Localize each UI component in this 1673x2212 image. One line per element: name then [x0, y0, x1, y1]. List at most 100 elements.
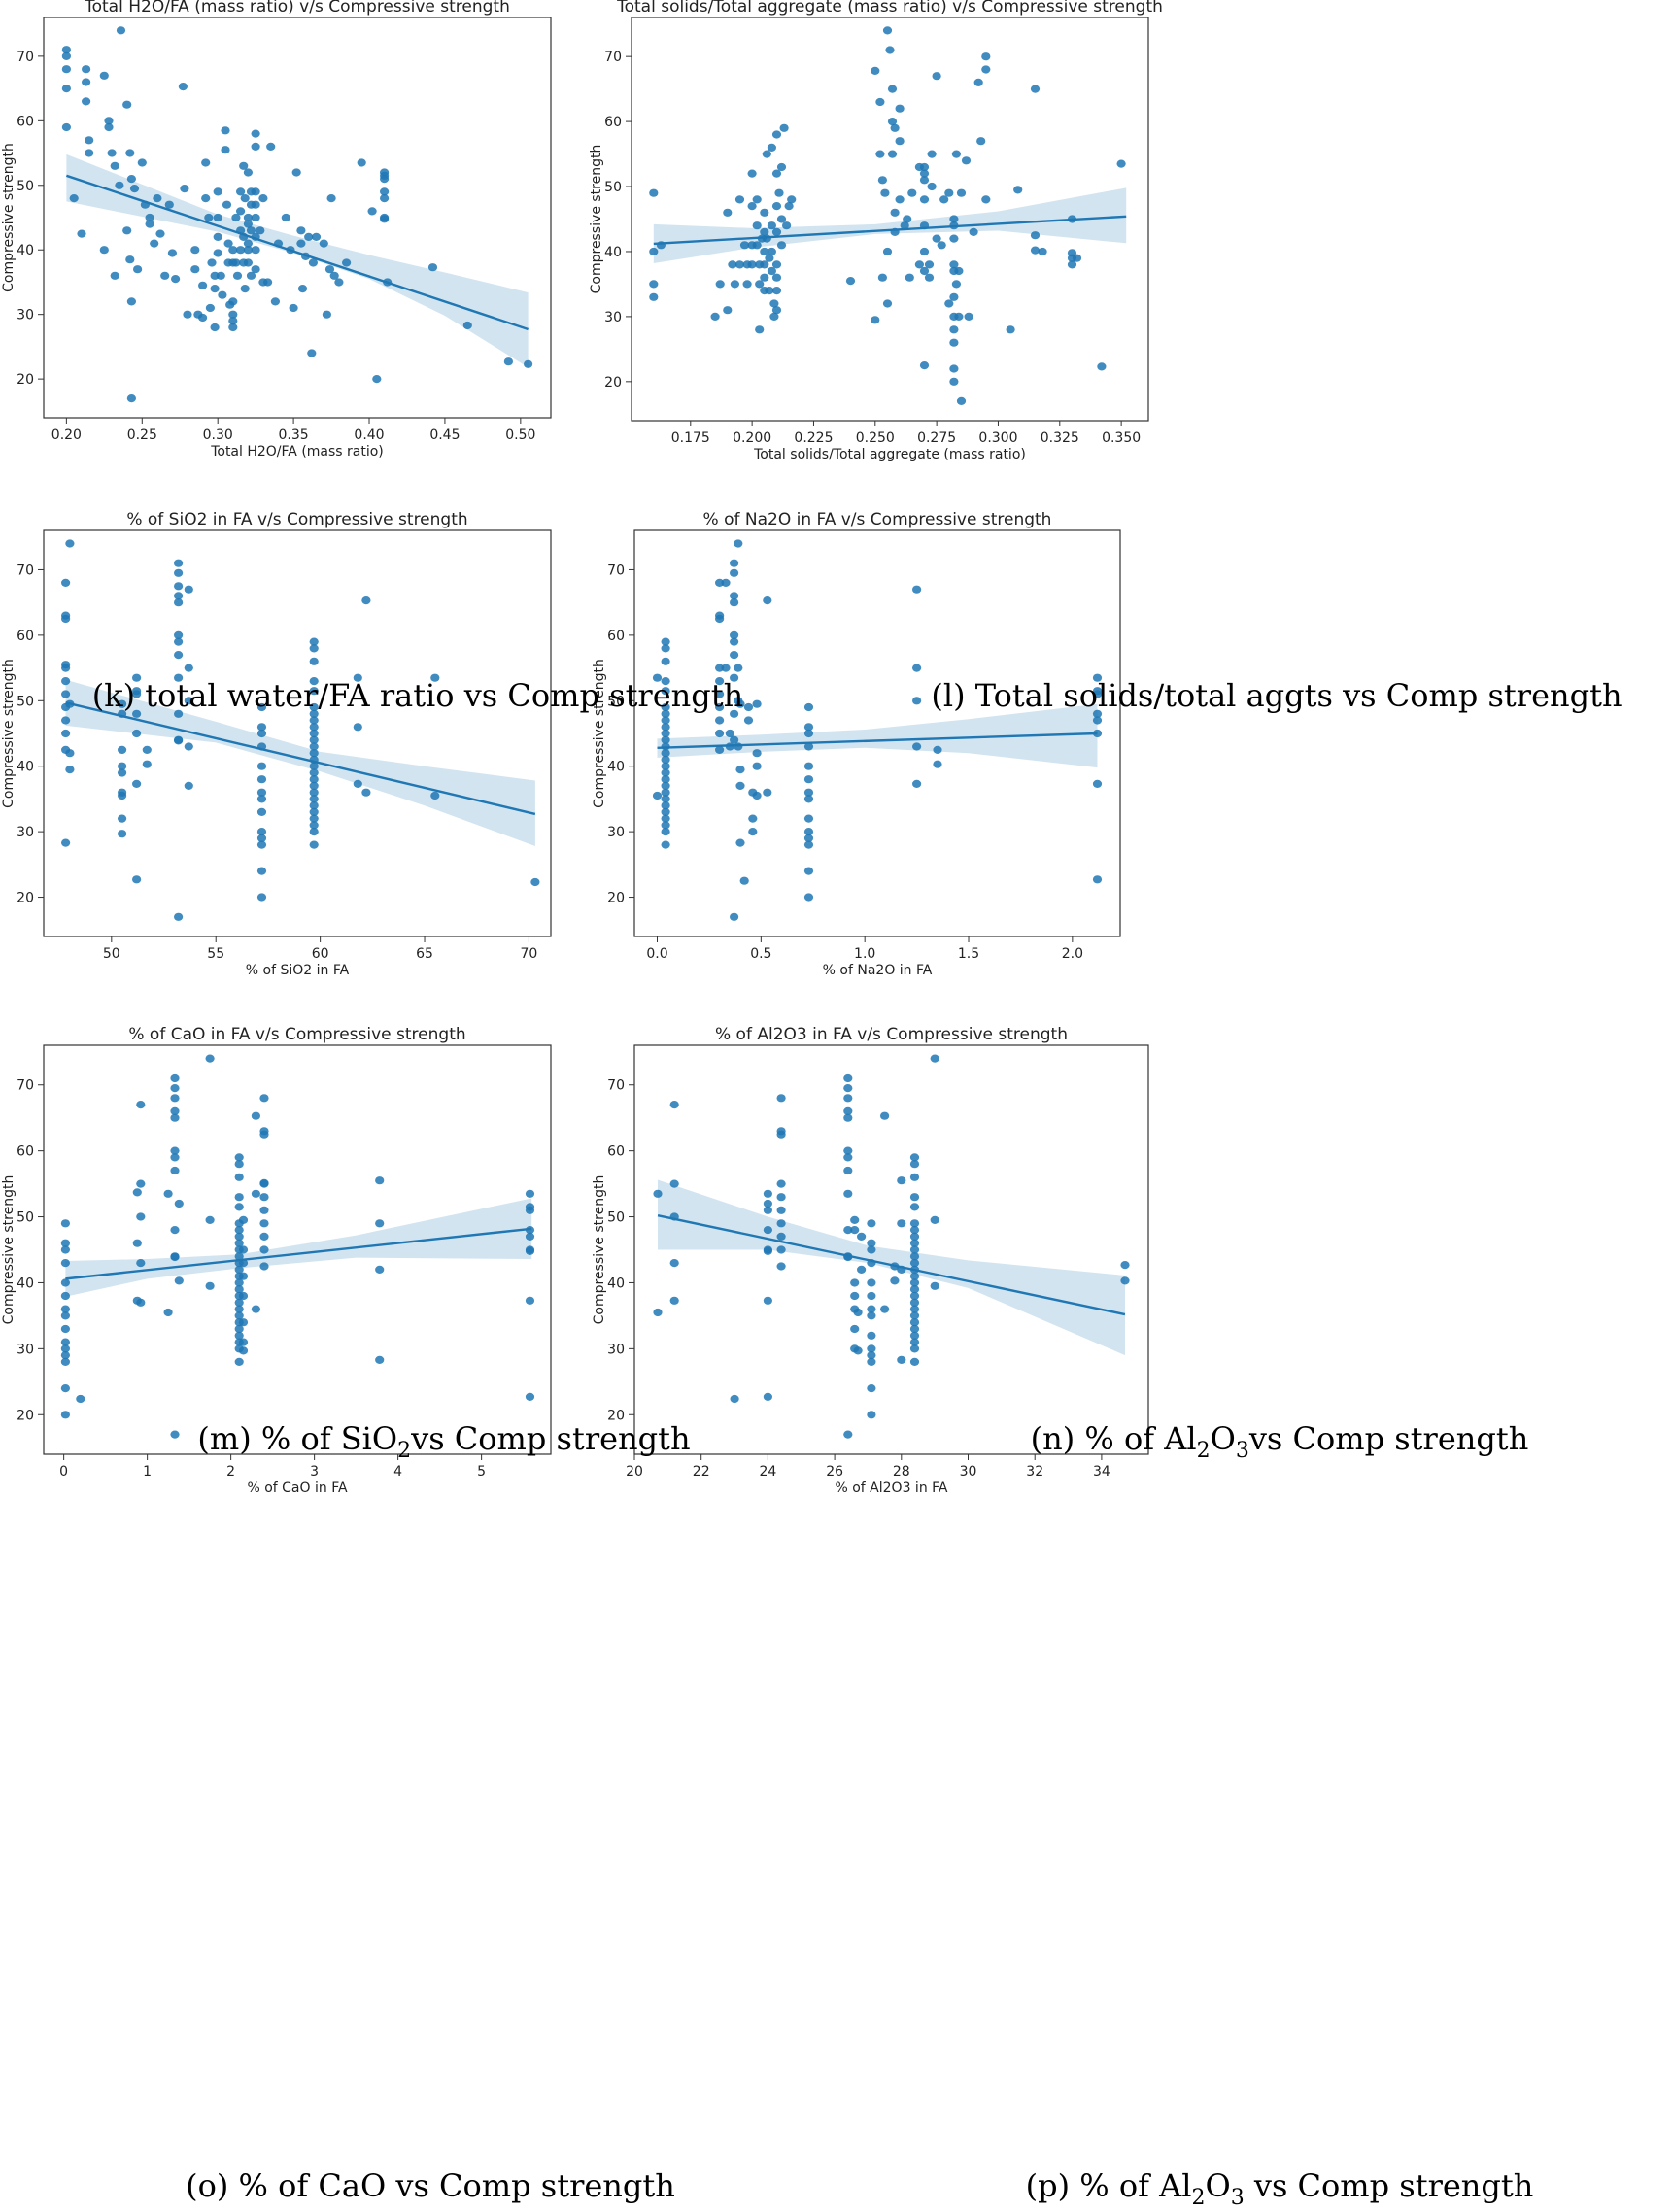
data-point-p: [850, 1215, 860, 1224]
data-point-p: [850, 1226, 860, 1235]
data-point-m: [309, 749, 319, 758]
data-point-p: [776, 1179, 786, 1188]
caption-o: (o) % of CaO vs Comp strength: [186, 2167, 675, 2204]
data-point-p: [843, 1073, 853, 1083]
data-point-p: [850, 1291, 860, 1301]
data-point-n: [739, 876, 749, 885]
x-tick-label-k: 0.35: [279, 427, 309, 443]
plot-frame-k: [43, 17, 552, 419]
caption-p: (p) % of Al2O3 vs Comp strength: [1026, 2167, 1534, 2210]
data-point-m: [353, 673, 362, 682]
data-point-n: [730, 735, 739, 744]
data-point-o: [136, 1298, 146, 1307]
data-point-l: [782, 221, 792, 230]
data-point-k: [236, 207, 246, 216]
data-point-o: [251, 1305, 260, 1313]
data-point-n: [661, 840, 670, 849]
data-point-k: [126, 297, 136, 306]
x-tick-label-l: 0.250: [856, 430, 895, 446]
data-point-p: [763, 1392, 773, 1401]
data-point-p: [776, 1094, 786, 1103]
data-point-o: [170, 1106, 180, 1115]
data-point-p: [853, 1308, 863, 1317]
data-point-n: [652, 673, 663, 682]
data-point-p: [909, 1160, 920, 1169]
data-point-l: [765, 287, 774, 295]
data-point-k: [334, 278, 344, 287]
data-point-m: [309, 828, 319, 836]
data-point-n: [912, 697, 922, 705]
data-point-l: [771, 287, 782, 295]
data-point-p: [669, 1296, 679, 1305]
data-point-o: [525, 1206, 535, 1214]
data-point-l: [973, 78, 983, 86]
data-point-m: [61, 664, 71, 672]
data-point-m: [118, 791, 127, 800]
data-point-k: [380, 175, 390, 184]
data-point-n: [730, 912, 739, 921]
data-point-l: [765, 254, 774, 262]
x-tick-label-p: 34: [1093, 1464, 1110, 1480]
y-tick-label-m: 70: [17, 562, 34, 578]
caption-k: (k) total water/FA ratio vs Comp strengt…: [92, 677, 743, 714]
data-point-k: [145, 220, 154, 228]
data-point-n: [735, 699, 745, 708]
data-point-l: [734, 260, 745, 269]
data-point-m: [184, 585, 193, 594]
data-point-o: [136, 1179, 146, 1188]
data-point-m: [309, 709, 319, 718]
data-point-k: [222, 200, 232, 209]
data-point-n: [734, 742, 743, 751]
data-point-o: [60, 1239, 70, 1247]
data-point-l: [767, 266, 777, 276]
data-point-p: [843, 1113, 853, 1122]
data-point-l: [1038, 247, 1047, 256]
chart-k: 0.20 0.25 0.30 0.35 0.40 0.45 0.50 20 30 40 50 60 70…: [1, 0, 552, 459]
x-axis-label-p: % of Al2O3 in FA: [835, 1480, 947, 1496]
data-point-m: [309, 637, 319, 646]
data-point-m: [174, 582, 184, 591]
data-point-l: [944, 299, 954, 308]
data-point-p: [857, 1232, 867, 1241]
y-tick-label-o: 70: [17, 1078, 34, 1094]
data-point-k: [236, 187, 246, 196]
data-point-m: [174, 630, 184, 640]
data-point-l: [890, 208, 900, 217]
data-point-o: [60, 1384, 70, 1393]
x-axis-label-k: Total H2O/FA (mass ratio): [210, 444, 384, 459]
data-point-o: [205, 1054, 215, 1063]
data-point-l: [944, 188, 954, 197]
data-point-k: [357, 158, 366, 167]
y-tick-label-p: 20: [607, 1408, 625, 1423]
data-point-n: [730, 559, 739, 567]
data-point-n: [661, 749, 670, 758]
data-point-k: [205, 303, 215, 313]
data-point-o: [234, 1265, 244, 1274]
data-point-l: [1013, 186, 1023, 194]
data-point-n: [715, 729, 725, 738]
data-point-o: [234, 1331, 244, 1340]
data-point-k: [524, 359, 533, 368]
data-point-n: [725, 729, 734, 738]
data-point-k: [110, 271, 120, 280]
regression-line-l: [653, 215, 1127, 246]
data-point-l: [747, 169, 757, 178]
data-point-m: [142, 760, 152, 768]
data-point-p: [853, 1346, 863, 1355]
data-point-n: [661, 657, 670, 665]
data-point-k: [198, 281, 208, 289]
data-point-p: [763, 1246, 773, 1255]
data-point-p: [763, 1226, 773, 1235]
data-point-l: [981, 52, 991, 61]
y-tick-label-o: 60: [17, 1144, 34, 1160]
regression-line-o: [65, 1227, 532, 1280]
data-point-k: [240, 194, 250, 203]
data-point-o: [259, 1245, 269, 1254]
data-point-l: [771, 273, 782, 282]
y-tick-label-o: 20: [17, 1408, 34, 1423]
data-point-k: [221, 126, 230, 135]
data-point-n: [661, 821, 670, 830]
data-point-n: [661, 828, 670, 836]
data-point-o: [60, 1411, 70, 1419]
chart-title-o: % of CaO in FA v/s Compressive strength: [128, 1025, 465, 1044]
